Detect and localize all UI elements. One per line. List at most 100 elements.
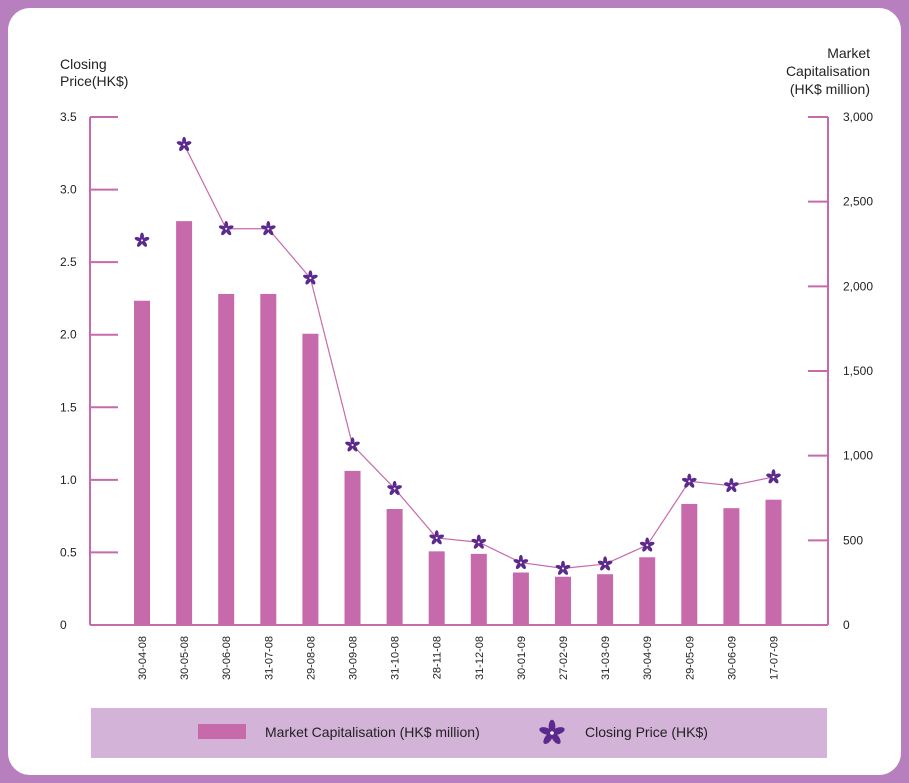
legend-bar-swatch	[198, 724, 246, 739]
x-tick-label: 29-08-08	[305, 636, 317, 680]
right-tick-label: 1,000	[843, 449, 873, 463]
petal	[642, 544, 648, 552]
petal	[226, 225, 234, 230]
petal	[394, 485, 402, 490]
petal	[394, 488, 400, 496]
petal	[268, 225, 276, 230]
flower-center	[646, 544, 649, 547]
price-marker	[766, 469, 781, 484]
flower-center	[730, 484, 733, 487]
petal	[478, 542, 484, 549]
petal	[731, 482, 739, 487]
petal	[689, 477, 697, 483]
petal	[551, 732, 561, 745]
petal	[305, 277, 311, 285]
right-tick-label: 1,500	[843, 364, 873, 378]
petal	[267, 228, 274, 236]
bar	[386, 509, 403, 625]
petal	[539, 727, 553, 735]
left-tick-label: 1.0	[60, 473, 77, 487]
x-tick-label: 28-11-08	[432, 636, 444, 679]
flower-center	[351, 443, 354, 447]
petal	[639, 541, 648, 547]
x-tick-label: 31-03-09	[600, 636, 612, 680]
flower-center	[550, 731, 554, 735]
bar	[218, 293, 235, 625]
x-tick-label: 30-04-09	[642, 636, 654, 680]
x-tick-label: 31-10-08	[390, 636, 402, 680]
petal	[681, 477, 690, 483]
petal	[551, 727, 565, 735]
x-tick-label: 31-07-08	[263, 636, 275, 680]
flower-center	[309, 277, 312, 280]
bar	[302, 333, 319, 625]
flower-center	[561, 567, 565, 570]
legend-flower-icon	[539, 719, 565, 745]
right-tick-label: 0	[843, 618, 850, 632]
petal	[646, 544, 653, 552]
bar	[681, 503, 698, 625]
bar	[428, 551, 445, 625]
price-marker	[345, 437, 360, 452]
petal	[543, 732, 553, 745]
right-tick-label: 500	[843, 533, 863, 547]
right-axis: 0 500 1,000 1,500 2,000 2,500 3,000	[808, 110, 873, 632]
petal	[141, 240, 148, 247]
bar-series	[134, 221, 782, 625]
price-marker	[555, 560, 571, 575]
legend-bar-label: Market Capitalisation (HK$ million)	[265, 724, 480, 740]
petal	[260, 225, 269, 230]
petal	[389, 488, 396, 496]
price-marker	[639, 537, 655, 552]
bar	[512, 572, 529, 625]
x-tick-label: 30-01-09	[516, 636, 528, 680]
right-axis-title-line3: (HK$ million)	[790, 81, 870, 97]
flower-center	[225, 227, 228, 230]
petal	[688, 481, 695, 488]
petal	[478, 538, 487, 544]
petal	[773, 473, 781, 478]
x-tick-label: 30-06-09	[726, 636, 738, 680]
petal	[772, 476, 779, 484]
x-tick-label: 17-07-09	[769, 636, 781, 680]
left-tick-label: 2.5	[60, 255, 77, 269]
left-tick-label: 2.0	[60, 328, 77, 342]
price-marker	[176, 136, 192, 152]
right-axis-title-line1: Market	[827, 45, 870, 61]
flower-center	[140, 239, 144, 242]
petal	[309, 277, 316, 285]
flower-center	[519, 561, 522, 564]
petal	[303, 274, 311, 280]
x-axis-labels: 30-04-08 30-05-08 30-06-08 31-07-08 29-08-08…	[137, 636, 781, 680]
right-axis-title: Market Capitalisation (HK$ million)	[786, 45, 870, 97]
bar	[639, 557, 656, 625]
bar	[176, 221, 193, 625]
petal	[179, 144, 185, 152]
petal	[766, 473, 774, 478]
petal	[557, 568, 564, 575]
petal	[605, 560, 613, 566]
petal	[310, 274, 318, 280]
bar	[260, 293, 277, 625]
petal	[429, 534, 437, 539]
petal	[473, 542, 480, 549]
petal	[351, 444, 358, 452]
petal	[345, 441, 353, 447]
flower-center	[477, 541, 480, 544]
legend-line-label: Closing Price (HK$)	[585, 724, 708, 740]
left-tick-label: 0	[60, 618, 67, 632]
petal	[436, 534, 445, 539]
petal	[176, 141, 185, 146]
petal	[520, 559, 529, 564]
left-tick-label: 3.0	[60, 183, 77, 197]
petal	[136, 240, 143, 247]
x-tick-label: 30-09-08	[348, 636, 360, 680]
x-tick-label: 27-02-09	[558, 636, 570, 680]
left-tick-label: 1.5	[60, 400, 77, 414]
legend: Market Capitalisation (HK$ million) Clos…	[91, 708, 827, 758]
flower-center	[435, 536, 438, 539]
price-marker	[134, 232, 150, 247]
price-marker	[429, 530, 445, 545]
petal	[600, 563, 606, 571]
petal	[436, 537, 442, 545]
